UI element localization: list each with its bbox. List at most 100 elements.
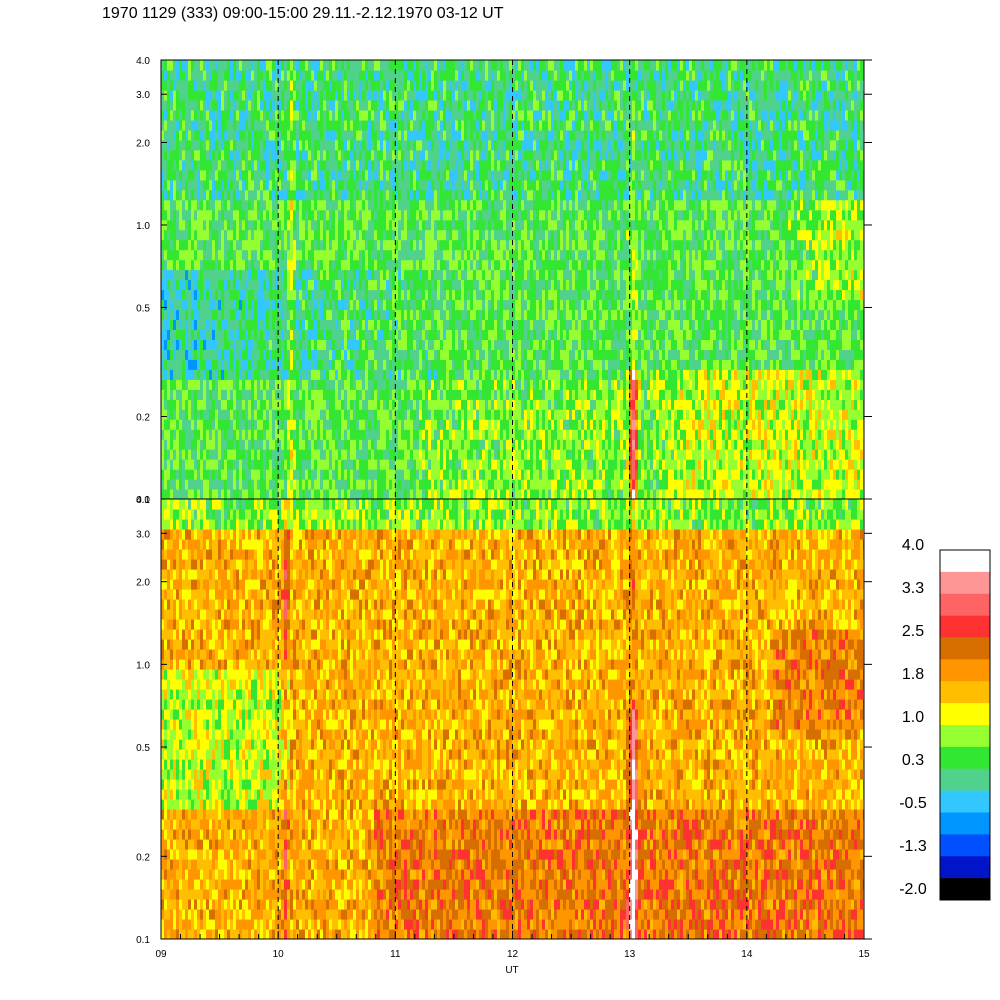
spectrogram-cell: [347, 179, 350, 191]
spectrogram-cell: [167, 249, 170, 261]
spectrogram-cell: [431, 149, 434, 161]
spectrogram-cell: [404, 349, 407, 360]
spectrogram-cell: [263, 349, 266, 360]
spectrogram-cell: [161, 189, 164, 201]
spectrogram-cell: [389, 329, 392, 340]
spectrogram-cell: [161, 159, 164, 171]
spectrogram-cell: [278, 489, 281, 499]
spectrogram-cell: [293, 299, 296, 311]
spectrogram-cell: [245, 359, 248, 370]
spectrogram-cell: [461, 479, 464, 490]
spectrogram-cell: [398, 239, 401, 251]
spectrogram-cell: [179, 279, 182, 291]
spectrogram-cell: [386, 399, 389, 410]
spectrogram-cell: [176, 169, 179, 181]
spectrogram-cell: [206, 479, 209, 490]
spectrogram-cell: [332, 99, 335, 111]
spectrogram-cell: [431, 369, 434, 380]
spectrogram-cell: [311, 89, 314, 101]
spectrogram-cell: [170, 339, 173, 350]
spectrogram-cell: [161, 139, 164, 151]
spectrogram-cell: [194, 109, 197, 121]
spectrogram-cell: [230, 349, 233, 360]
spectrogram-cell: [275, 459, 278, 470]
spectrogram-cell: [179, 219, 182, 231]
spectrogram-cell: [215, 479, 218, 490]
spectrogram-cell: [413, 409, 416, 420]
spectrogram-cell: [401, 259, 404, 271]
spectrogram-cell: [458, 389, 461, 400]
spectrogram-cell: [440, 319, 443, 330]
spectrogram-cell: [377, 369, 380, 380]
spectrogram-cell: [407, 339, 410, 350]
spectrogram-cell: [257, 119, 260, 131]
spectrogram-cell: [251, 329, 254, 340]
spectrogram-cell: [290, 389, 293, 400]
spectrogram-cell: [380, 429, 383, 440]
spectrogram-cell: [311, 379, 314, 390]
spectrogram-cell: [317, 449, 320, 460]
spectrogram-cell: [296, 319, 299, 330]
spectrogram-cell: [482, 169, 485, 181]
spectrogram-cell: [278, 269, 281, 281]
spectrogram-cell: [485, 109, 488, 121]
spectrogram-cell: [488, 89, 491, 101]
spectrogram-cell: [419, 129, 422, 141]
spectrogram-cell: [404, 129, 407, 141]
spectrogram-cell: [413, 289, 416, 301]
spectrogram-cell: [314, 399, 317, 410]
spectrogram-cell: [236, 129, 239, 141]
spectrogram-cell: [449, 199, 452, 211]
spectrogram-cell: [197, 429, 200, 440]
spectrogram-cell: [293, 419, 296, 430]
spectrogram-cell: [377, 389, 380, 400]
spectrogram-cell: [227, 289, 230, 301]
spectrogram-cell: [467, 70, 470, 81]
spectrogram-cell: [200, 199, 203, 211]
spectrogram-cell: [377, 139, 380, 151]
spectrogram-cell: [356, 139, 359, 151]
spectrogram-cell: [452, 229, 455, 241]
spectrogram-cell: [197, 469, 200, 480]
spectrogram-cell: [404, 479, 407, 490]
spectrogram-cell: [374, 139, 377, 151]
spectrogram-cell: [374, 129, 377, 141]
spectrogram-cell: [485, 379, 488, 390]
spectrogram-cell: [230, 149, 233, 161]
spectrogram-cell: [278, 299, 281, 311]
spectrogram-cell: [434, 349, 437, 360]
spectrogram-cell: [482, 489, 485, 499]
spectrogram-cell: [338, 269, 341, 281]
spectrogram-cell: [425, 60, 428, 71]
spectrogram-cell: [269, 399, 272, 410]
spectrogram-cell: [266, 279, 269, 291]
spectrogram-cell: [182, 199, 185, 211]
spectrogram-cell: [185, 439, 188, 450]
spectrogram-cell: [377, 60, 380, 71]
spectrogram-cell: [206, 109, 209, 121]
spectrogram-cell: [224, 449, 227, 460]
spectrogram-cell: [260, 169, 263, 181]
spectrogram-cell: [395, 439, 398, 450]
spectrogram-cell: [197, 139, 200, 151]
spectrogram-cell: [398, 149, 401, 161]
spectrogram-cell: [227, 259, 230, 271]
spectrogram-cell: [497, 80, 500, 91]
spectrogram-cell: [425, 389, 428, 400]
spectrogram-cell: [335, 89, 338, 101]
spectrogram-cell: [422, 139, 425, 151]
spectrogram-cell: [362, 419, 365, 430]
spectrogram-cell: [347, 219, 350, 231]
spectrogram-cell: [377, 99, 380, 111]
spectrogram-cell: [218, 469, 221, 480]
spectrogram-cell: [428, 199, 431, 211]
spectrogram-cell: [281, 369, 284, 380]
spectrogram-cell: [203, 489, 206, 499]
spectrogram-cell: [185, 279, 188, 291]
spectrogram-cell: [317, 399, 320, 410]
spectrogram-cell: [473, 339, 476, 350]
spectrogram-cell: [215, 399, 218, 410]
spectrogram-cell: [185, 269, 188, 281]
spectrogram-cell: [275, 139, 278, 151]
spectrogram-cell: [200, 429, 203, 440]
